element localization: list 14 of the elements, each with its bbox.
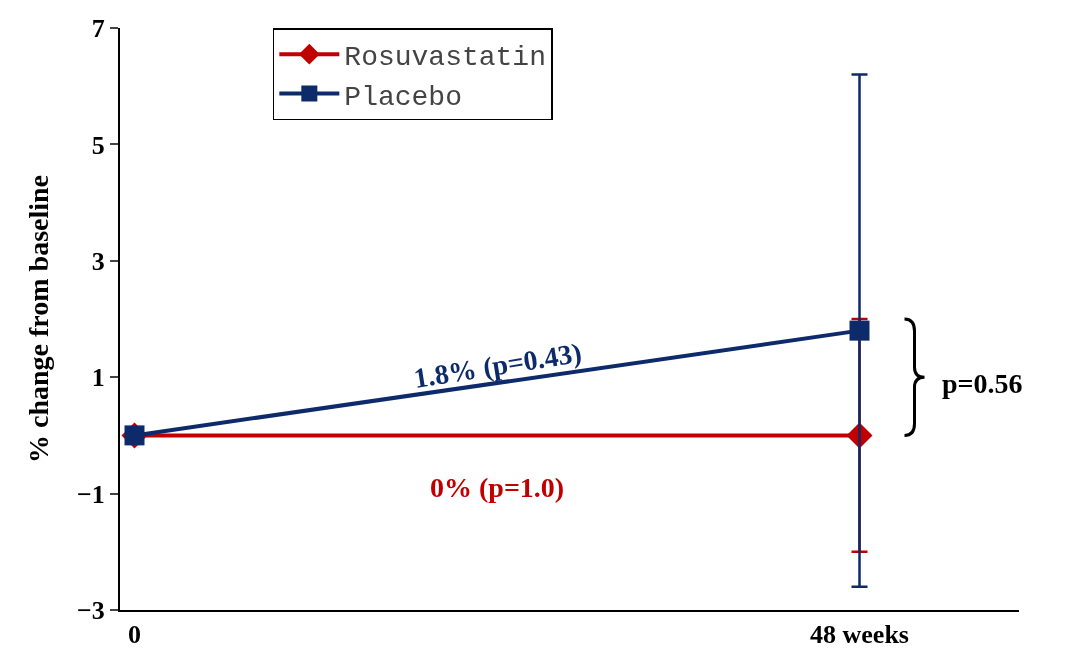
legend-label: Placebo <box>344 81 462 113</box>
x-tick-label: 0 <box>128 620 141 650</box>
legend-label: Rosuvastatin <box>344 42 546 74</box>
y-axis-title: % change from baseline <box>23 174 55 464</box>
annotation: 1.8% (p=0.43) <box>411 336 584 394</box>
y-tick-label: 5 <box>91 130 105 160</box>
annotation: p=0.56 <box>942 368 1023 399</box>
y-tick-label: 1 <box>91 363 105 393</box>
x-tick-label: 48 weeks <box>810 620 909 650</box>
annotation: 0% (p=1.0) <box>430 472 565 503</box>
y-tick-label: −1 <box>76 479 105 509</box>
y-tick-label: 7 <box>91 14 105 44</box>
y-tick-label: −3 <box>76 596 105 626</box>
y-tick-label: 3 <box>91 246 105 276</box>
